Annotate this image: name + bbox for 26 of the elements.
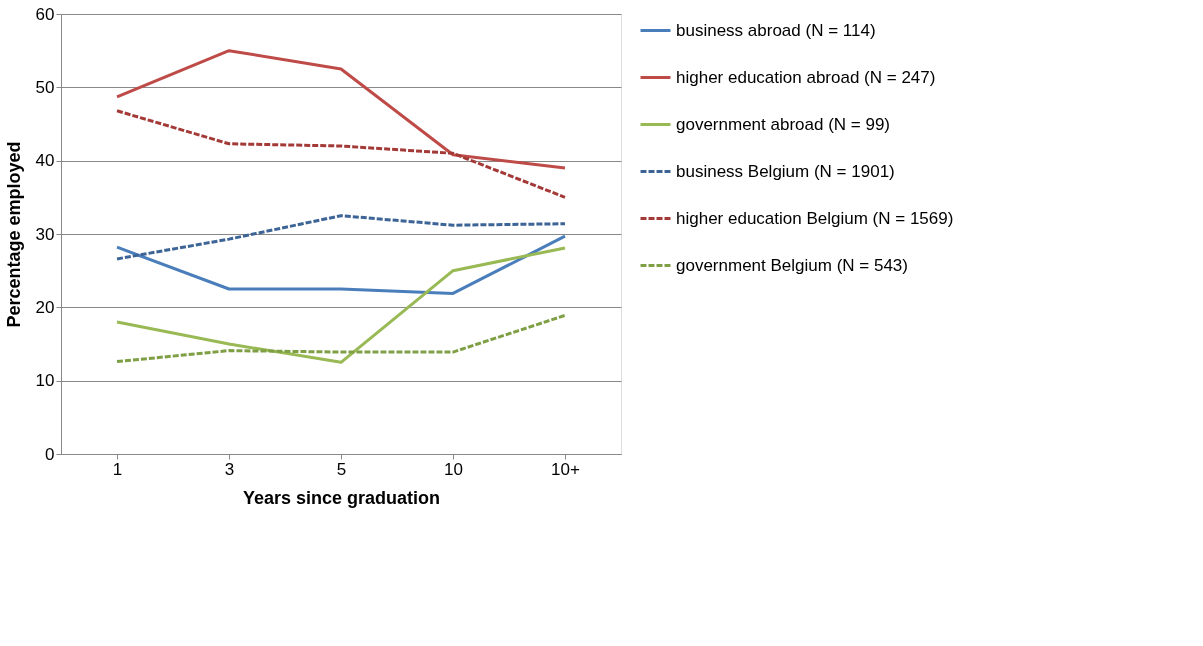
line-series — [115, 313, 567, 364]
x-tick-label: 1 — [112, 459, 123, 479]
legend-label: higher education Belgium (N = 1569) — [676, 208, 954, 228]
legend-label: business abroad (N = 114) — [676, 20, 876, 40]
legend-label: business Belgium (N = 1901) — [676, 161, 895, 181]
x-tick-label: 10 — [444, 459, 463, 479]
y-tick-label: 0 — [45, 444, 55, 464]
y-tick-label: 30 — [35, 224, 55, 244]
x-tick-label: 5 — [336, 459, 347, 479]
y-tick-label: 60 — [35, 4, 55, 24]
legend-label: government abroad (N = 99) — [676, 114, 891, 134]
x-tick-label: 3 — [224, 459, 235, 479]
y-tick-label: 20 — [35, 297, 55, 317]
legend-label: higher education abroad (N = 247) — [676, 67, 936, 87]
x-axis-title: Years since graduation — [242, 487, 441, 508]
line-series — [115, 234, 567, 295]
line-series — [115, 49, 567, 170]
y-tick-label: 50 — [35, 77, 55, 97]
line-series — [115, 109, 567, 199]
y-axis-title: Percentage employed — [3, 141, 24, 328]
y-tick-label: 10 — [35, 371, 55, 391]
line-series — [115, 214, 567, 261]
legend-label: government Belgium (N = 543) — [676, 255, 908, 275]
line-series — [115, 246, 567, 364]
x-tick-label: 10+ — [551, 459, 580, 479]
y-tick-label: 40 — [35, 151, 55, 171]
